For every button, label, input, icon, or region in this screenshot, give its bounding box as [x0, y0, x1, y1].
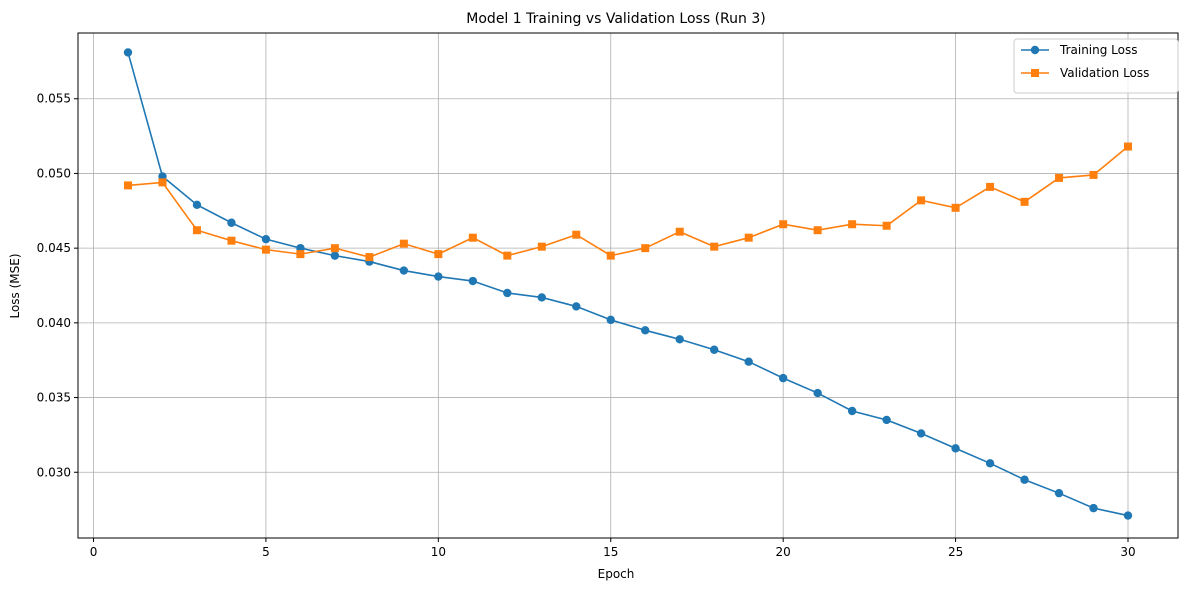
data-point: [985, 459, 995, 468]
data-point: [847, 406, 857, 416]
data-point: [951, 444, 960, 453]
y-tick-label: 0.040: [37, 316, 71, 330]
data-point: [399, 239, 408, 248]
data-point: [158, 178, 167, 187]
data-point: [192, 226, 201, 235]
y-tick-label: 0.030: [37, 465, 71, 479]
data-point: [537, 242, 546, 251]
data-point: [468, 276, 478, 286]
series: [123, 48, 1133, 520]
data-point: [675, 335, 684, 344]
x-tick-label: 0: [90, 545, 98, 559]
data-point: [710, 242, 719, 251]
data-point: [296, 250, 305, 259]
data-point: [572, 230, 581, 239]
data-point: [641, 244, 650, 253]
data-point: [124, 181, 132, 190]
data-point: [123, 48, 133, 57]
x-axis-label: Epoch: [598, 567, 635, 581]
data-point: [882, 221, 891, 230]
data-point: [744, 233, 753, 242]
data-point: [916, 429, 926, 438]
data-point: [917, 196, 926, 205]
legend-entry: Validation Loss: [1021, 66, 1149, 80]
data-point: [330, 244, 339, 253]
data-point: [537, 293, 546, 302]
data-point: [1124, 142, 1132, 151]
data-point: [227, 218, 236, 227]
data-point: [227, 236, 236, 245]
chart-title: Model 1 Training vs Validation Loss (Run…: [466, 11, 765, 27]
x-tick-label: 15: [603, 545, 618, 559]
x-tick-label: 10: [431, 545, 446, 559]
y-axis-label: Loss (MSE): [8, 253, 22, 318]
ticks: 0 5 10 15 20 25 30 0.030 0.035 0.040 0.045 0.050 0.0…: [37, 92, 1136, 559]
data-point: [503, 251, 512, 260]
data-point: [468, 233, 477, 242]
data-point: [261, 245, 270, 254]
data-point: [813, 226, 822, 235]
data-point: [1020, 197, 1029, 206]
x-tick-label: 20: [776, 545, 791, 559]
data-point: [1055, 173, 1064, 182]
data-point: [951, 203, 960, 212]
data-point: [606, 315, 615, 325]
series-training-loss: [123, 48, 1133, 520]
x-tick-label: 5: [262, 545, 270, 559]
data-point: [744, 357, 753, 366]
legend-marker: [1030, 45, 1040, 55]
data-point: [641, 326, 650, 335]
data-point: [1054, 488, 1064, 498]
data-point: [503, 288, 512, 298]
series-line: [127, 145, 1129, 258]
legend-frame: [1013, 38, 1179, 94]
y-tick-label: 0.050: [37, 166, 71, 180]
data-point: [399, 266, 409, 275]
y-tick-label: 0.045: [37, 241, 71, 255]
data-point: [261, 234, 271, 244]
legend-entry: Training Loss: [1021, 43, 1137, 57]
y-tick-label: 0.035: [37, 391, 71, 405]
legend-label: Validation Loss: [1060, 66, 1149, 80]
legend: Training Loss Validation Loss: [1013, 38, 1179, 94]
x-tick-label: 30: [1120, 545, 1135, 559]
data-point: [813, 388, 822, 398]
axes: [77, 32, 1179, 539]
data-point: [434, 272, 443, 281]
data-point: [1089, 503, 1098, 513]
data-point: [192, 200, 202, 210]
y-tick-label: 0.055: [37, 92, 71, 106]
data-point: [986, 182, 995, 191]
data-point: [675, 227, 684, 236]
grid: [78, 33, 1178, 538]
legend-label: Training Loss: [1059, 43, 1137, 57]
data-point: [434, 250, 443, 259]
data-point: [606, 251, 615, 260]
data-point: [710, 345, 719, 354]
series-line: [127, 52, 1129, 517]
legend-marker: [1031, 69, 1039, 77]
data-point: [848, 220, 857, 229]
data-point: [572, 302, 581, 311]
data-point: [1123, 511, 1133, 520]
data-point: [365, 253, 374, 262]
data-point: [882, 415, 891, 425]
data-point: [330, 251, 340, 260]
series-validation-loss: [124, 142, 1132, 262]
data-point: [1020, 475, 1029, 484]
plot-frame: [77, 32, 1179, 539]
data-point: [1089, 170, 1098, 179]
data-point: [778, 373, 788, 383]
x-tick-label: 25: [948, 545, 963, 559]
data-point: [779, 220, 788, 229]
